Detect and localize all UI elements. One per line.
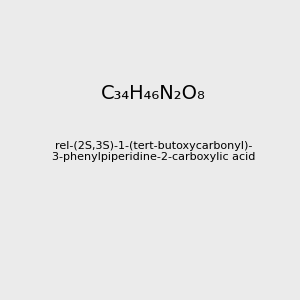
Text: rel-(2S,3S)-1-(tert-butoxycarbonyl)-
3-phenylpiperidine-2-carboxylic acid: rel-(2S,3S)-1-(tert-butoxycarbonyl)- 3-p…	[52, 141, 255, 162]
Text: C₃₄H₄₆N₂O₈: C₃₄H₄₆N₂O₈	[101, 84, 206, 103]
